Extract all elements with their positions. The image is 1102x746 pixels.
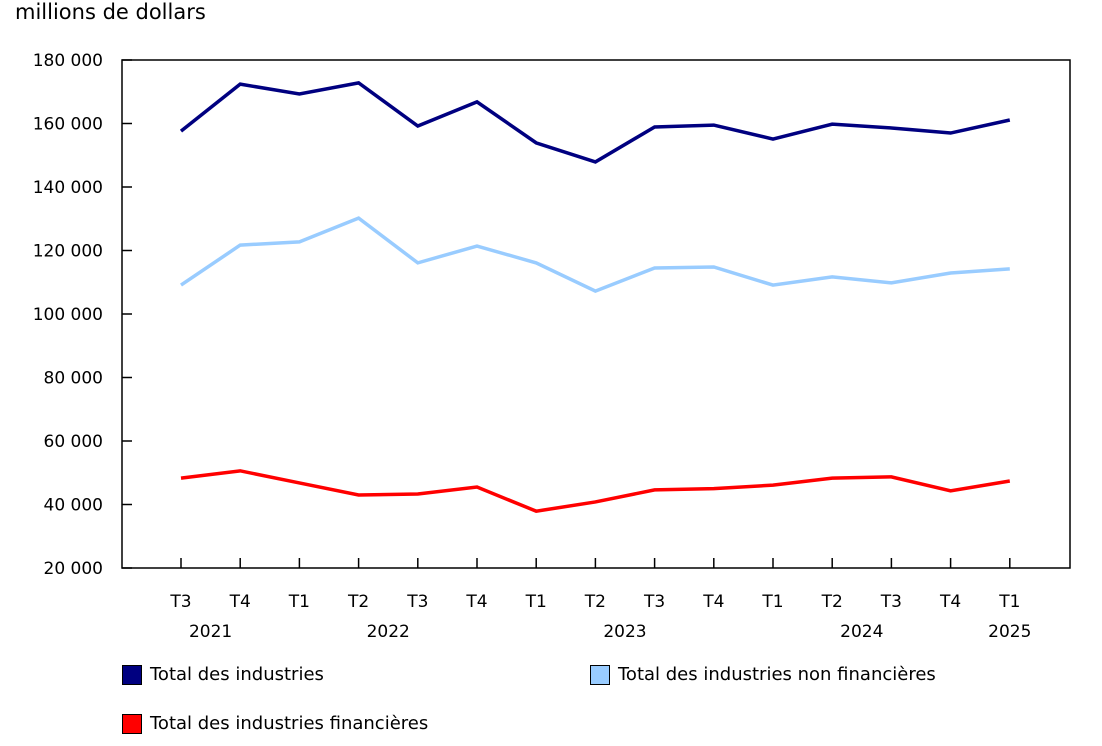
x-year-label: 2022 (367, 622, 410, 642)
line-chart: 20 000 40 000 60 000 80 000 100 000 120 000 14… (33, 51, 1071, 642)
legend-swatch (122, 713, 142, 734)
x-tick-label: T4 (702, 592, 724, 612)
y-tick-label: 100 000 (33, 305, 103, 325)
x-year-label: 2023 (603, 622, 646, 642)
x-tick-label: T1 (525, 592, 547, 612)
x-tick-label: T1 (998, 592, 1020, 612)
legend-label: Total des industries non financières (618, 664, 936, 685)
legend-label: Total des industries financières (150, 713, 429, 734)
x-year-label: 2024 (840, 622, 883, 642)
x-tick-label: T4 (465, 592, 487, 612)
plot-frame (121, 59, 1071, 569)
x-tick-label: T2 (347, 592, 369, 612)
series-line-1 (180, 216, 1010, 294)
y-tick-label: 60 000 (44, 432, 103, 452)
x-tick-label: T2 (821, 592, 843, 612)
legend-swatch (590, 664, 610, 685)
legend-swatch (122, 664, 142, 685)
series-line-0 (179, 81, 1011, 164)
x-tick-label: T1 (761, 592, 783, 612)
x-tick-label: T2 (584, 592, 606, 612)
x-tick-label: T3 (169, 592, 191, 612)
series-line-2 (180, 469, 1011, 513)
x-year-label: 2025 (988, 622, 1031, 642)
y-tick-label: 160 000 (33, 115, 103, 135)
x-tick-label: T1 (288, 592, 310, 612)
y-tick-label: 20 000 (44, 559, 103, 579)
y-tick-label: 40 000 (44, 496, 103, 516)
x-tick-label: T3 (880, 592, 902, 612)
y-axis-unit-label: millions de dollars (15, 0, 206, 24)
legend-item-financial: Total des industries financières (122, 713, 428, 734)
x-tick-label: T3 (406, 592, 428, 612)
x-tick-label: T3 (643, 592, 665, 612)
y-tick-label: 80 000 (44, 369, 103, 389)
y-tick-label: 140 000 (33, 178, 103, 198)
legend-item-non-financial: Total des industries non financières (590, 664, 936, 685)
x-year-label: 2021 (189, 622, 232, 642)
legend-item-total: Total des industries (122, 664, 324, 685)
y-tick-label: 180 000 (33, 51, 103, 71)
x-tick-label: T4 (229, 592, 251, 612)
y-tick-label: 120 000 (33, 242, 103, 262)
x-tick-label: T4 (939, 592, 961, 612)
legend-label: Total des industries (150, 664, 324, 685)
